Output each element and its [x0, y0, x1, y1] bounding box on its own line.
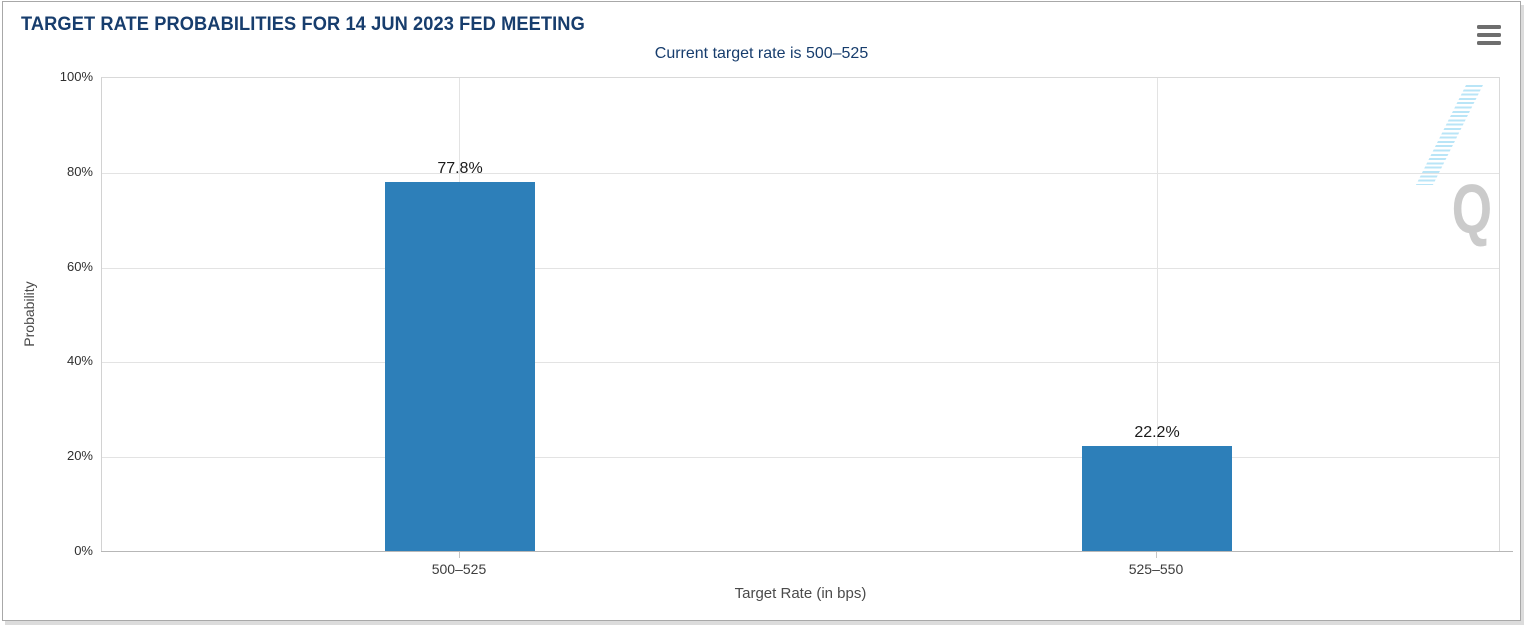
- y-tick-label-80: 80%: [66, 164, 93, 179]
- y-tick-label-0: 0%: [74, 543, 93, 558]
- quikstrike-logo-icon: Q: [1451, 170, 1493, 248]
- x-category-label-500-525: 500–525: [431, 561, 487, 577]
- y-axis-title: Probability: [21, 281, 37, 347]
- bar-value-label: 22.2%: [1134, 423, 1180, 441]
- y-tick-label-20: 20%: [66, 448, 93, 463]
- probability-bar-525-550[interactable]: [1082, 445, 1232, 551]
- gridline-60: [102, 268, 1499, 269]
- gridline-80: [102, 173, 1499, 174]
- x-tick-mark: [459, 552, 460, 558]
- plot-area: Q 77.8% 22.2%: [101, 77, 1500, 551]
- hamburger-menu-icon: [1477, 33, 1501, 37]
- bar-slot-500-525: 77.8%: [385, 78, 535, 551]
- gridline-20: [102, 457, 1499, 458]
- gridline-cat-2: [1157, 78, 1158, 551]
- chart-menu-button[interactable]: [1475, 24, 1503, 46]
- y-tick-label-40: 40%: [66, 353, 93, 368]
- gridline-40: [102, 362, 1499, 363]
- chart-title: TARGET RATE PROBABILITIES FOR 14 JUN 202…: [21, 14, 585, 35]
- x-category-label-525-550: 525–550: [1128, 561, 1184, 577]
- x-tick-mark: [1156, 552, 1157, 558]
- probability-bar-500-525[interactable]: [385, 182, 535, 551]
- x-axis-title: Target Rate (in bps): [734, 585, 867, 602]
- bar-slot-525-550: 22.2%: [1082, 78, 1232, 551]
- bar-value-label: 77.8%: [437, 160, 483, 178]
- hamburger-menu-icon: [1477, 25, 1501, 29]
- x-axis-line: [101, 551, 1513, 552]
- y-tick-label-100: 100%: [59, 69, 93, 84]
- hamburger-menu-icon: [1477, 41, 1501, 45]
- y-tick-label-60: 60%: [66, 259, 93, 274]
- current-target-rate-subtitle: Current target rate is 500–525: [654, 45, 869, 62]
